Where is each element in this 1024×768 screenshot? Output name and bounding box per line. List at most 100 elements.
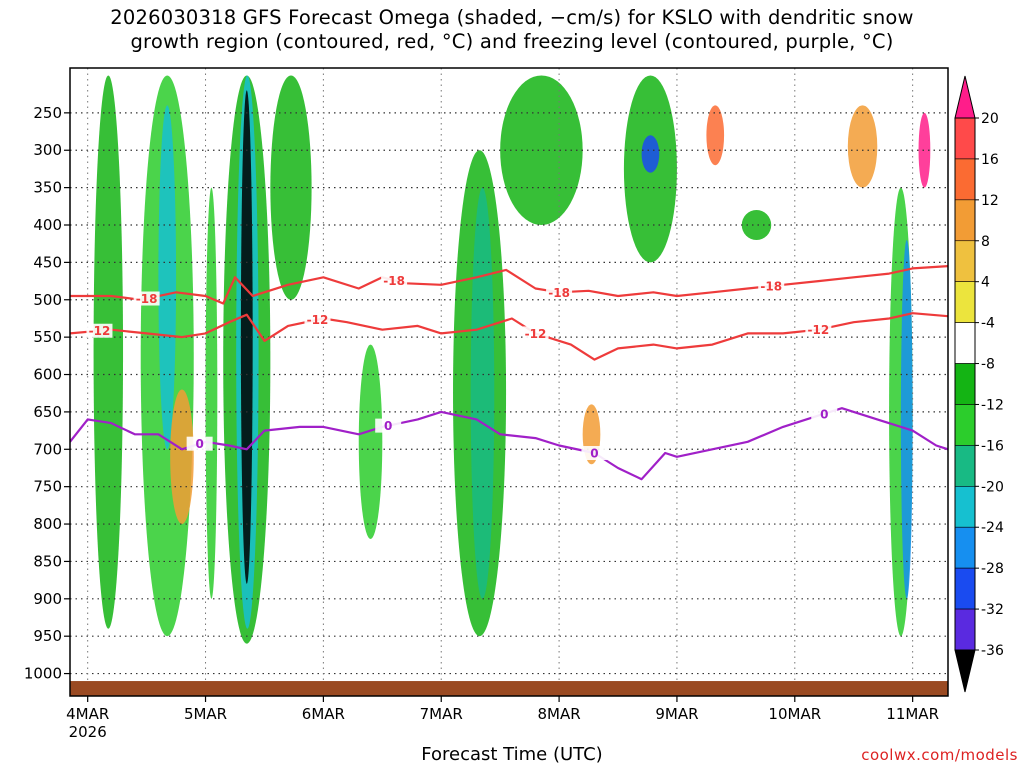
omega-region-12 — [500, 75, 583, 225]
colorbar-label-5: -4 — [981, 316, 995, 332]
omega-region-21 — [918, 112, 931, 188]
colorbar-label-12: -32 — [981, 602, 1004, 618]
x-tick-label-11MAR: 11MAR — [886, 705, 939, 723]
colorbar-bin-5 — [954, 322, 976, 364]
contour-label-bg-1-0 — [86, 323, 113, 338]
contour-label-2-1: 0 — [384, 419, 392, 433]
colorbar-bin-12 — [954, 608, 976, 651]
colorbar-label-1: 16 — [981, 152, 999, 168]
contour-label-0-0: -18 — [136, 292, 158, 306]
colorbar-label-11: -28 — [981, 561, 1004, 577]
colorbar-label-9: -20 — [981, 479, 1004, 495]
y-tick-label-800: 800 — [33, 515, 62, 533]
colorbar-frame — [954, 117, 976, 651]
contour-label-bg-1-3 — [805, 322, 832, 337]
colorbar-bin-2 — [954, 199, 976, 242]
contour-label-0-2: -18 — [548, 286, 570, 300]
contour-label-2-3: 0 — [820, 407, 828, 421]
y-tick-label-900: 900 — [33, 590, 62, 608]
colorbar-bin-0 — [954, 117, 976, 160]
contour-label-bg-2-3 — [811, 406, 838, 421]
y-tick-label-950: 950 — [33, 627, 62, 645]
contour-label-bg-0-0 — [133, 291, 160, 306]
contour-label-1-0: -12 — [89, 324, 111, 338]
y-tick-label-750: 750 — [33, 478, 62, 496]
colorbar-label-2: 12 — [981, 193, 999, 209]
contour-label-1-2: -12 — [525, 327, 547, 341]
omega-region-2 — [158, 105, 177, 450]
colorbar-label-4: 4 — [981, 275, 990, 291]
omega-region-18 — [847, 105, 878, 188]
x-axis-label: Forecast Time (UTC) — [421, 744, 603, 765]
x-tick-label-6MAR: 6MAR — [302, 705, 345, 723]
contour-label-bg-0-2 — [546, 285, 573, 300]
x-tick-label-7MAR: 7MAR — [420, 705, 463, 723]
colorbar-label-13: -36 — [981, 643, 1004, 659]
colorbar-top-triangle — [954, 75, 976, 119]
y-tick-label-350: 350 — [33, 179, 62, 197]
colorbar-label-7: -12 — [981, 397, 1004, 413]
colorbar-label-8: -16 — [981, 438, 1004, 454]
y-tick-label-550: 550 — [33, 328, 62, 346]
colorbar-label-0: 20 — [981, 111, 999, 127]
contour-label-0-1: -18 — [383, 274, 405, 288]
credit-link[interactable]: coolwx.com/models — [861, 746, 1018, 764]
contour-label-bg-2-1 — [375, 418, 402, 433]
x-tick-sublabel-4MAR: 2026 — [69, 723, 107, 741]
omega-region-11 — [470, 187, 495, 599]
omega-region-20 — [900, 239, 913, 599]
y-tick-label-400: 400 — [33, 216, 62, 234]
y-tick-label-300: 300 — [33, 141, 62, 159]
y-tick-label-700: 700 — [33, 440, 62, 458]
x-tick-label-8MAR: 8MAR — [538, 705, 581, 723]
colorbar-bin-3 — [954, 240, 976, 282]
x-tick-label-10MAR: 10MAR — [768, 705, 821, 723]
contour-label-1-1: -12 — [307, 313, 329, 327]
plot-area: -18 -18 -18 -18 -12 -12 -12 -12 0 0 0 0 — [70, 68, 948, 696]
contour-label-bg-2-2 — [581, 446, 608, 461]
contour-label-bg-1-1 — [304, 312, 331, 327]
colorbar-bin-10 — [954, 526, 976, 569]
omega-region-15 — [641, 135, 660, 173]
colorbar-bin-8 — [954, 445, 976, 487]
y-tick-label-600: 600 — [33, 366, 62, 384]
ground-terrain — [70, 681, 948, 696]
contour-label-bg-1-2 — [522, 326, 549, 341]
contour-line-0 — [70, 265, 948, 305]
chart-title: 2026030318 GFS Forecast Omega (shaded, −… — [0, 6, 1024, 54]
omega-region-3 — [170, 389, 194, 525]
omega-region-4 — [205, 187, 218, 599]
chart-title-line-1: 2026030318 GFS Forecast Omega (shaded, −… — [110, 6, 914, 29]
contour-label-0-3: -18 — [760, 280, 782, 294]
plot-frame — [69, 67, 949, 697]
y-tick-label-850: 850 — [33, 552, 62, 570]
colorbar-bin-6 — [954, 363, 976, 405]
contour-label-1-3: -12 — [808, 323, 830, 337]
colorbar-bin-1 — [954, 158, 976, 201]
omega-region-0 — [93, 75, 124, 629]
omega-region-16 — [706, 105, 725, 166]
colorbar-label-10: -24 — [981, 520, 1004, 536]
y-tick-label-650: 650 — [33, 403, 62, 421]
colorbar-bin-4 — [954, 281, 976, 323]
contours: -18 -18 -18 -18 -12 -12 -12 -12 0 0 0 0 — [70, 265, 948, 481]
colorbar-bin-11 — [954, 567, 976, 610]
colorbar-bottom-triangle — [954, 649, 976, 693]
x-tick-label-5MAR: 5MAR — [184, 705, 227, 723]
contour-label-bg-0-1 — [381, 273, 408, 288]
colorbar-bin-9 — [954, 486, 976, 528]
grid — [70, 68, 948, 696]
colorbar-label-6: -8 — [981, 357, 995, 373]
y-tick-label-450: 450 — [33, 253, 62, 271]
omega-region-9 — [358, 344, 383, 539]
x-tick-label-9MAR: 9MAR — [655, 705, 698, 723]
contour-label-bg-2-0 — [186, 436, 213, 451]
contour-label-2-2: 0 — [590, 447, 598, 461]
chart-title-line-2: growth region (contoured, red, °C) and f… — [130, 30, 894, 53]
colorbar: 20 16 12 8 4 -4 -8 -12 -16 -20 -24 -28 -32 -36 — [954, 75, 1004, 693]
contour-line-1 — [70, 312, 948, 361]
y-tick-label-500: 500 — [33, 291, 62, 309]
y-tick-label-250: 250 — [33, 104, 62, 122]
contour-label-bg-0-3 — [758, 279, 785, 294]
